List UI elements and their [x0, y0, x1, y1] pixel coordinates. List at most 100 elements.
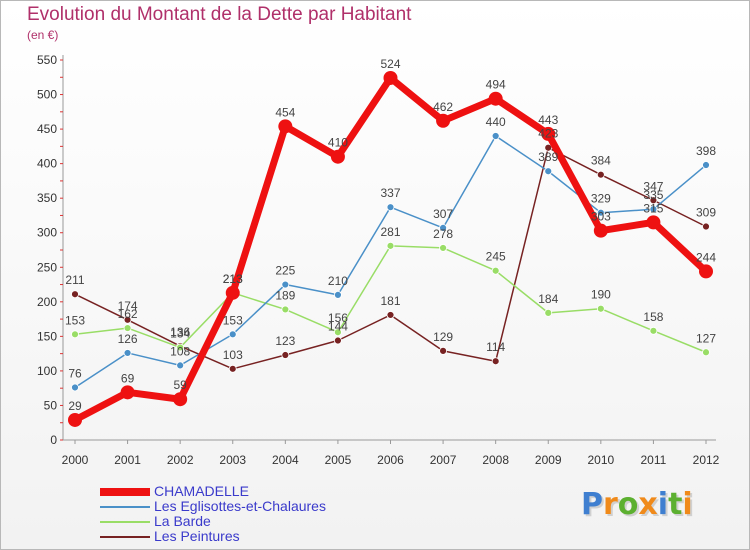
x-tick-label: 2001: [114, 453, 141, 467]
data-label: 123: [275, 334, 295, 348]
data-point: [173, 392, 188, 407]
data-point: [334, 336, 342, 345]
data-point: [120, 385, 135, 400]
logo-letter: i: [657, 487, 669, 522]
data-label: 213: [223, 272, 243, 286]
data-point: [488, 91, 503, 106]
data-point: [330, 149, 345, 164]
y-tick-label: 500: [37, 88, 57, 102]
data-point: [383, 70, 398, 85]
data-label: 184: [538, 292, 558, 306]
data-label: 347: [643, 179, 663, 193]
data-label: 225: [275, 264, 295, 278]
data-label: 303: [591, 210, 611, 224]
x-tick-label: 2004: [272, 453, 299, 467]
data-point: [71, 383, 79, 392]
data-label: 108: [170, 344, 190, 358]
data-label: 190: [591, 288, 611, 302]
data-label: 76: [68, 366, 82, 380]
data-point: [281, 351, 290, 359]
data-point: [702, 222, 710, 231]
data-point: [228, 330, 237, 339]
data-label: 162: [118, 307, 138, 321]
x-tick-label: 2009: [535, 453, 562, 467]
data-point: [386, 311, 395, 319]
data-label: 244: [696, 250, 716, 264]
data-label: 410: [328, 136, 348, 150]
data-label: 69: [121, 371, 135, 385]
data-label: 136: [170, 325, 190, 339]
y-tick-label: 100: [37, 364, 57, 378]
data-label: 278: [433, 227, 453, 241]
data-point: [596, 170, 605, 179]
data-point: [646, 215, 661, 230]
data-point: [123, 349, 132, 357]
data-point: [491, 357, 500, 366]
data-label: 398: [696, 144, 716, 158]
data-label: 329: [591, 192, 611, 206]
data-point: [436, 113, 451, 128]
data-point: [123, 315, 132, 324]
data-point: [123, 324, 132, 332]
data-point: [544, 308, 553, 317]
data-label: 144: [328, 320, 348, 334]
data-point: [491, 266, 500, 275]
x-tick-label: 2008: [482, 453, 509, 467]
data-point: [225, 285, 240, 300]
data-label: 440: [486, 115, 506, 129]
data-label: 315: [643, 201, 663, 215]
x-tick-label: 2000: [62, 453, 89, 467]
y-tick-label: 300: [37, 226, 57, 240]
data-point: [439, 244, 447, 252]
data-label: 281: [380, 225, 400, 239]
y-tick-label: 200: [37, 295, 57, 309]
data-label: 189: [275, 288, 295, 302]
chart-title: Evolution du Montant de la Dette par Hab…: [27, 4, 412, 25]
data-label: 211: [65, 273, 84, 287]
data-point: [649, 205, 658, 214]
legend-label: Les Peintures: [154, 528, 240, 544]
data-point: [71, 330, 79, 339]
y-tick-label: 150: [37, 329, 57, 343]
data-label: 213: [223, 272, 243, 286]
data-label: 462: [433, 100, 453, 114]
data-label: 454: [275, 105, 295, 119]
data-label: 384: [591, 154, 611, 168]
data-point: [386, 203, 395, 212]
y-tick-label: 350: [37, 191, 57, 205]
data-point: [439, 346, 447, 355]
data-point: [278, 119, 293, 134]
data-point: [228, 364, 237, 373]
y-tick-label: 50: [44, 398, 58, 412]
y-tick-label: 550: [37, 53, 57, 67]
data-point: [702, 161, 710, 169]
data-label: 524: [380, 57, 400, 71]
data-label: 153: [223, 313, 243, 327]
data-point: [386, 241, 395, 250]
data-point: [334, 328, 342, 337]
x-tick-label: 2003: [219, 453, 246, 467]
x-tick-label: 2010: [587, 453, 614, 467]
data-label: 134: [170, 326, 190, 340]
data-point: [596, 208, 605, 217]
legend-label: CHAMADELLE: [154, 483, 249, 499]
data-point: [544, 143, 553, 152]
proxiti-logo: Proxiti: [581, 487, 693, 522]
logo-letter: i: [682, 487, 693, 522]
data-label: 114: [486, 340, 505, 354]
data-label: 245: [486, 250, 506, 264]
data-point: [649, 326, 658, 335]
logo-letter: r: [603, 487, 618, 522]
y-tick-label: 450: [37, 122, 57, 136]
data-label: 443: [538, 113, 558, 127]
logo-letter: P: [581, 487, 603, 522]
x-tick-label: 2007: [430, 453, 457, 467]
data-label: 494: [486, 78, 506, 92]
data-label: 153: [65, 313, 85, 327]
data-label: 181: [380, 294, 400, 308]
data-label: 389: [538, 150, 558, 164]
data-label: 210: [328, 274, 348, 288]
logo-letter: o: [617, 487, 639, 522]
data-point: [281, 305, 290, 314]
